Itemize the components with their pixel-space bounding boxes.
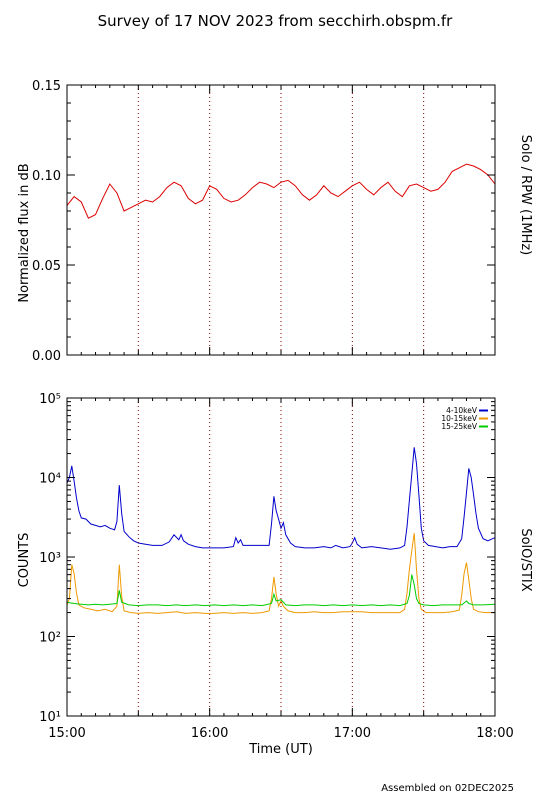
x-axis-label: Time (UT) <box>248 742 313 757</box>
stix-series-line <box>66 533 495 614</box>
stix-y-tick-label: 10⁵ <box>39 392 61 407</box>
stix-plot-frame <box>66 397 496 717</box>
legend-entry-label: 4-10keV <box>446 406 478 415</box>
stix-series-line <box>66 574 496 607</box>
stix-y-tick-label: 10⁴ <box>39 472 61 487</box>
rpw-y-tick-label: 0.05 <box>32 259 61 274</box>
stix-time-markers <box>137 398 425 716</box>
rpw-time-markers <box>137 85 425 355</box>
x-tick-label: 15:00 <box>48 726 85 741</box>
stix-instrument-label: SolO/STIX <box>518 528 533 591</box>
stix-y-axis-label: COUNTS <box>17 533 32 588</box>
rpw-axis-ticks: 0.00 0.05 0.10 0.15 <box>32 79 496 364</box>
stix-y-tick-label: 10¹ <box>39 710 61 725</box>
x-tick-label: 17:00 <box>334 726 371 741</box>
rpw-y-tick-label: 0.15 <box>32 79 61 94</box>
figure-title: Survey of 17 NOV 2023 from secchirh.obsp… <box>98 12 454 30</box>
rpw-y-tick-label: 0.10 <box>32 169 61 184</box>
stix-traces <box>66 447 496 614</box>
stix-y-tick-label: 10² <box>39 631 61 646</box>
legend-entry-label: 10-15keV <box>441 414 477 423</box>
legend-entry-label: 15-25keV <box>441 422 477 431</box>
assembled-footer: Assembled on 02DEC2025 <box>381 783 514 794</box>
stix-y-tick-label: 10³ <box>39 551 61 566</box>
rpw-plot-frame <box>66 84 496 356</box>
x-tick-label: 18:00 <box>476 726 513 741</box>
rpw-flux-line <box>66 163 496 219</box>
rpw-y-axis-label: Normalized flux in dB <box>17 163 32 302</box>
rpw-traces <box>66 163 496 219</box>
x-tick-label: 16:00 <box>191 726 228 741</box>
x-tick-labels: 15:00 16:00 17:00 18:00 <box>48 726 513 741</box>
rpw-y-tick-label: 0.00 <box>32 349 61 364</box>
stix-series-line <box>66 447 496 550</box>
rpw-panel: 0.00 0.05 0.10 0.15 Normalized flux in dB S… <box>17 79 533 364</box>
stix-axis-ticks: 10¹ 10² 10³ 10⁴ 10⁵ <box>39 392 496 725</box>
rpw-instrument-label: Solo / RPW (1MHz) <box>518 135 533 256</box>
